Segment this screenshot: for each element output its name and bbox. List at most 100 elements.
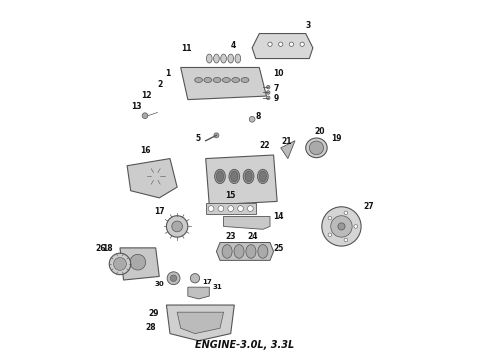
Text: 17: 17 <box>154 207 165 216</box>
Polygon shape <box>281 141 295 158</box>
Text: 12: 12 <box>142 91 152 100</box>
Circle shape <box>218 206 224 211</box>
Circle shape <box>300 42 304 46</box>
Circle shape <box>238 206 244 211</box>
Ellipse shape <box>231 171 238 182</box>
Polygon shape <box>167 305 234 341</box>
Circle shape <box>328 216 332 220</box>
Circle shape <box>267 96 270 100</box>
Circle shape <box>249 116 255 122</box>
Text: 17: 17 <box>202 279 212 285</box>
Text: 22: 22 <box>260 141 270 150</box>
Polygon shape <box>223 216 270 229</box>
Ellipse shape <box>243 169 254 184</box>
Circle shape <box>268 42 272 46</box>
Text: 15: 15 <box>225 191 236 200</box>
Text: 29: 29 <box>149 309 159 318</box>
Ellipse shape <box>259 171 267 182</box>
Text: 4: 4 <box>231 41 236 50</box>
Text: 13: 13 <box>131 102 142 111</box>
Text: 23: 23 <box>225 232 236 241</box>
Ellipse shape <box>220 54 226 63</box>
Circle shape <box>130 254 146 270</box>
Ellipse shape <box>206 54 212 63</box>
Text: 10: 10 <box>273 69 284 78</box>
Circle shape <box>214 133 219 138</box>
Circle shape <box>279 42 283 46</box>
Text: 27: 27 <box>363 202 373 211</box>
Text: 26: 26 <box>95 244 106 253</box>
Ellipse shape <box>204 77 212 82</box>
Circle shape <box>190 274 199 283</box>
Text: 25: 25 <box>273 244 284 253</box>
Circle shape <box>247 206 253 211</box>
Polygon shape <box>188 287 209 299</box>
Polygon shape <box>181 67 267 100</box>
Text: 9: 9 <box>273 94 279 103</box>
Text: 18: 18 <box>102 244 113 253</box>
Text: 3: 3 <box>306 21 311 30</box>
Circle shape <box>328 233 332 237</box>
Circle shape <box>167 216 188 237</box>
Text: 16: 16 <box>140 146 150 155</box>
Text: 8: 8 <box>256 112 261 121</box>
Ellipse shape <box>222 77 230 82</box>
Circle shape <box>172 221 182 232</box>
Circle shape <box>208 206 214 211</box>
Circle shape <box>267 85 270 89</box>
Polygon shape <box>252 33 313 59</box>
Circle shape <box>322 207 361 246</box>
Circle shape <box>109 253 131 275</box>
Ellipse shape <box>241 77 249 82</box>
Text: 20: 20 <box>315 127 325 136</box>
Ellipse shape <box>222 245 232 258</box>
Circle shape <box>338 223 345 230</box>
Circle shape <box>331 216 352 237</box>
Ellipse shape <box>232 77 240 82</box>
Ellipse shape <box>258 169 268 184</box>
Circle shape <box>167 272 180 285</box>
Text: 7: 7 <box>273 84 279 93</box>
Circle shape <box>354 225 358 228</box>
Ellipse shape <box>213 77 221 82</box>
Circle shape <box>289 42 294 46</box>
Polygon shape <box>120 248 159 280</box>
Text: 2: 2 <box>158 80 163 89</box>
Ellipse shape <box>215 169 225 184</box>
Circle shape <box>267 91 270 94</box>
Ellipse shape <box>217 171 223 182</box>
Ellipse shape <box>195 77 202 82</box>
Circle shape <box>171 275 177 282</box>
Polygon shape <box>127 158 177 198</box>
Polygon shape <box>177 312 223 334</box>
Text: 24: 24 <box>247 232 257 241</box>
Text: 5: 5 <box>195 134 200 143</box>
Text: 19: 19 <box>331 134 341 143</box>
Text: 1: 1 <box>165 69 170 78</box>
Ellipse shape <box>235 54 241 63</box>
Text: 21: 21 <box>281 137 292 146</box>
Ellipse shape <box>234 245 244 258</box>
Ellipse shape <box>309 141 323 155</box>
Text: ENGINE-3.0L, 3.3L: ENGINE-3.0L, 3.3L <box>196 340 294 350</box>
Text: 28: 28 <box>145 323 156 332</box>
Circle shape <box>114 257 126 270</box>
Ellipse shape <box>214 54 220 63</box>
Text: 30: 30 <box>155 281 165 287</box>
Ellipse shape <box>245 171 252 182</box>
Ellipse shape <box>258 245 268 258</box>
Circle shape <box>228 206 234 211</box>
Text: 11: 11 <box>181 44 192 53</box>
Ellipse shape <box>306 138 327 158</box>
Circle shape <box>142 113 148 118</box>
Text: 31: 31 <box>213 284 222 290</box>
Polygon shape <box>217 243 273 260</box>
Ellipse shape <box>246 245 256 258</box>
Ellipse shape <box>228 54 234 63</box>
Polygon shape <box>206 203 256 214</box>
Polygon shape <box>206 155 277 205</box>
Text: 14: 14 <box>273 212 284 221</box>
Ellipse shape <box>229 169 240 184</box>
Circle shape <box>344 238 347 242</box>
Circle shape <box>344 211 347 215</box>
